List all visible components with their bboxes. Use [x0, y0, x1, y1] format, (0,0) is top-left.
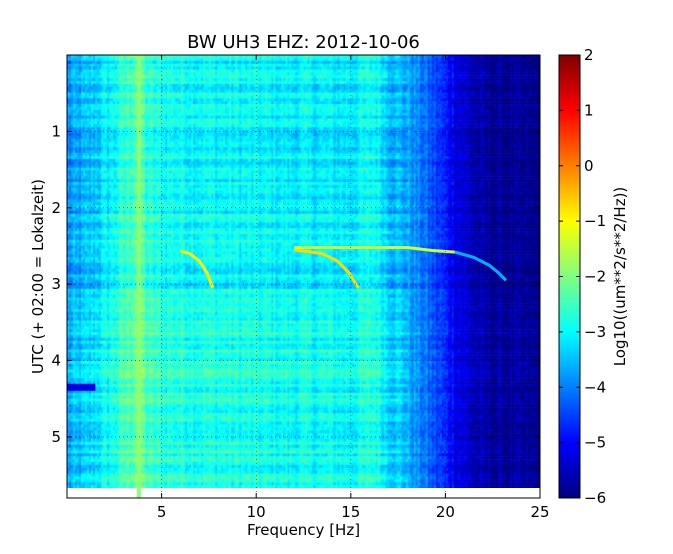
x-tick-label: 25 — [530, 503, 549, 521]
colorbar-tick-label: 2 — [584, 46, 594, 64]
y-tick-label: 4 — [51, 352, 61, 370]
y-tick-label: 2 — [51, 199, 61, 217]
grid-lines — [67, 55, 540, 498]
y-tick-label: 1 — [51, 122, 61, 140]
x-axis-label: Frequency [Hz] — [247, 521, 360, 539]
colorbar-tick-label: −3 — [584, 323, 606, 341]
harmonic-sweep — [293, 248, 360, 289]
y-axis-label: UTC (+ 02:00 = Lokalzeit) — [29, 179, 47, 374]
colorbar-tick-label: −4 — [584, 378, 606, 396]
colorbar-tick-label: −1 — [584, 212, 606, 230]
spectrogram-image — [67, 55, 540, 488]
colorbar-tick-label: 1 — [584, 101, 594, 119]
harmonic-sweep — [454, 250, 507, 282]
harmonic-sweep — [180, 249, 215, 289]
y-tick-label: 3 — [51, 275, 61, 293]
colorbar-tick-label: −6 — [584, 489, 606, 507]
colorbar-tick-label: −2 — [584, 268, 606, 286]
colorbar-tick-label: 0 — [584, 157, 594, 175]
spectrogram-features — [67, 55, 507, 498]
spectrogram-raster — [67, 55, 540, 488]
y-tick-label: 5 — [51, 428, 61, 446]
x-tick-label: 20 — [436, 503, 455, 521]
plot-frame — [66, 54, 541, 499]
x-tick-label: 15 — [341, 503, 360, 521]
colorbar-ticks: 2 1 0 −1 −2 −3 −4 −5 −6 — [559, 46, 606, 507]
x-tick-label: 5 — [157, 503, 167, 521]
chart-title: BW UH3 EHZ: 2012-10-06 — [187, 32, 420, 53]
harmonic-sweep — [294, 246, 456, 254]
colorbar-tick-label: −5 — [584, 434, 606, 452]
axis-ticks: 5 10 15 20 25 1 2 3 4 5 — [51, 55, 550, 521]
x-tick-label: 10 — [247, 503, 266, 521]
colorbar-label: Log10((um**2/s**2/Hz)) — [611, 187, 629, 367]
